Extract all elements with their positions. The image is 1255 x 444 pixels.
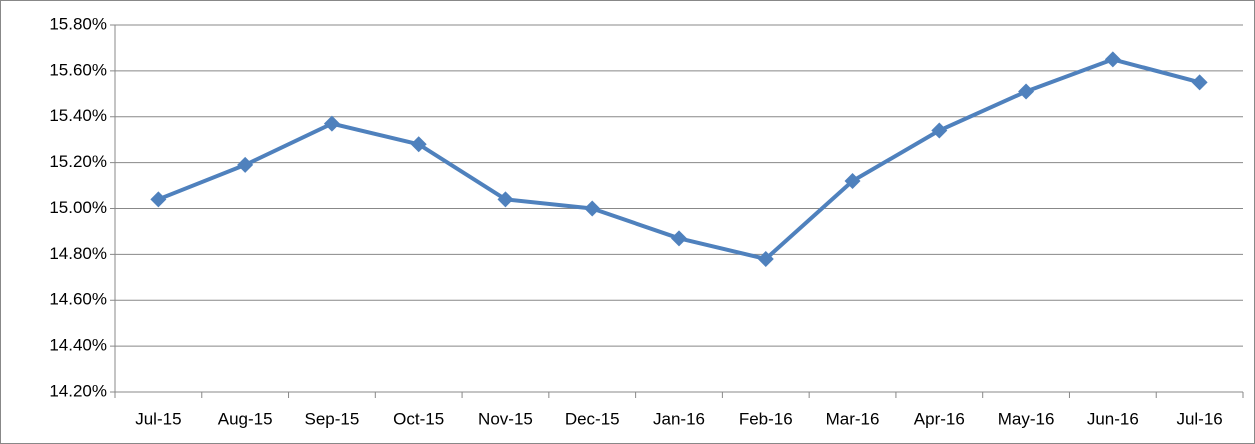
y-tick-label: 15.40% [49, 106, 107, 125]
x-tick-label: Mar-16 [826, 409, 880, 428]
marker [1104, 51, 1121, 68]
x-tick-label: Jun-16 [1087, 409, 1139, 428]
x-tick-label: Jan-16 [653, 409, 705, 428]
marker [497, 191, 514, 208]
y-tick-label: 14.80% [49, 244, 107, 263]
marker [844, 172, 861, 189]
y-tick-label: 14.60% [49, 290, 107, 309]
y-tick-label: 15.20% [49, 152, 107, 171]
marker [237, 156, 254, 173]
x-tick-label: Oct-15 [393, 409, 444, 428]
x-tick-label: Nov-15 [478, 409, 533, 428]
x-tick-label: Feb-16 [739, 409, 793, 428]
y-tick-label: 15.60% [49, 60, 107, 79]
x-tick-label: Jul-15 [135, 409, 181, 428]
x-tick-label: Sep-15 [305, 409, 360, 428]
x-tick-label: Apr-16 [914, 409, 965, 428]
y-tick-label: 15.00% [49, 198, 107, 217]
marker [150, 191, 167, 208]
x-tick-label: Dec-15 [565, 409, 620, 428]
marker [1191, 74, 1208, 91]
y-tick-label: 14.20% [49, 381, 107, 400]
x-tick-label: Jul-16 [1176, 409, 1222, 428]
marker [584, 200, 601, 217]
y-tick-label: 14.40% [49, 336, 107, 355]
x-tick-label: Aug-15 [218, 409, 273, 428]
marker [410, 136, 427, 153]
marker [1018, 83, 1035, 100]
marker [757, 250, 774, 267]
marker [323, 115, 340, 132]
x-tick-label: May-16 [998, 409, 1055, 428]
y-tick-label: 15.80% [49, 14, 107, 33]
marker [671, 230, 687, 247]
marker [931, 122, 948, 139]
